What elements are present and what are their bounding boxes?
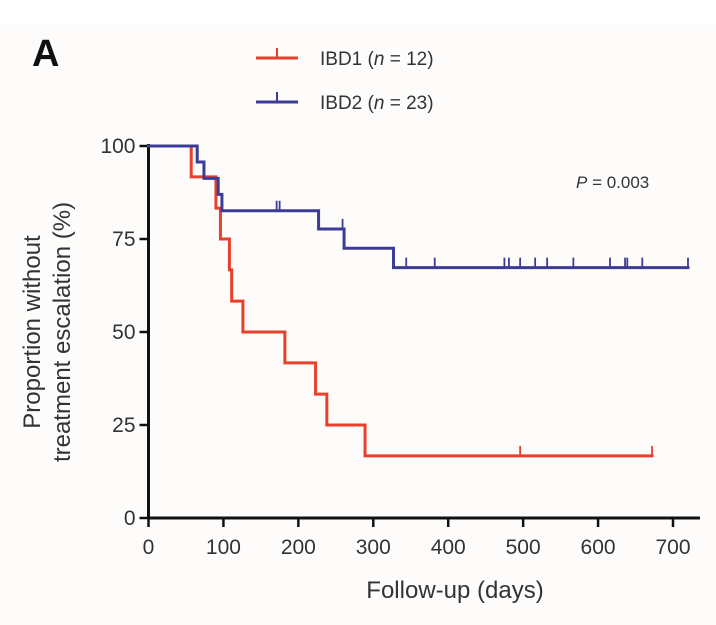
series-ibd2	[147, 144, 690, 270]
y-tick-label: 50	[112, 321, 135, 344]
p-value-annotation: P = 0.003	[576, 173, 649, 192]
x-tick-label: 0	[143, 536, 155, 559]
y-axis-label-line-2: treatment escalation (%)	[49, 202, 76, 462]
x-tick-label: 700	[655, 536, 690, 559]
curves	[147, 144, 690, 458]
km-chart: A IBD1 (n = 12) IBD2 (n = 23) P = 0.003 …	[19, 33, 700, 604]
x-tick-label: 100	[206, 536, 241, 559]
y-tick-label: 75	[112, 228, 135, 251]
legend-label-ibd1: IBD1 (n = 12)	[320, 49, 434, 70]
panel-label: A	[32, 33, 59, 75]
legend-label-ibd2: IBD2 (n = 23)	[320, 93, 434, 114]
x-tick-label: 500	[506, 536, 541, 559]
legend-item-ibd1: IBD1 (n = 12)	[256, 48, 434, 70]
survival-curve-ibd2	[147, 144, 690, 270]
y-axis-label-line-1: Proportion without	[19, 235, 46, 429]
series-ibd1	[147, 144, 654, 458]
x-axis-label: Follow-up (days)	[366, 577, 543, 604]
x-tick-label: 200	[281, 536, 316, 559]
y-tick-label: 100	[100, 135, 135, 158]
survival-curve-ibd1	[147, 144, 654, 458]
x-tick-label: 400	[431, 536, 466, 559]
legend-item-ibd2: IBD2 (n = 23)	[256, 92, 434, 114]
x-tick-label: 600	[581, 536, 616, 559]
legend: IBD1 (n = 12) IBD2 (n = 23)	[256, 48, 434, 114]
figure-panel: A IBD1 (n = 12) IBD2 (n = 23) P = 0.003 …	[0, 25, 716, 625]
x-tick-label: 300	[356, 536, 391, 559]
y-tick-label: 25	[112, 414, 135, 437]
axes: 0 100 200 300 400 500 600 700 0 25 50 75 100	[100, 135, 700, 559]
y-tick-label: 0	[124, 507, 136, 530]
